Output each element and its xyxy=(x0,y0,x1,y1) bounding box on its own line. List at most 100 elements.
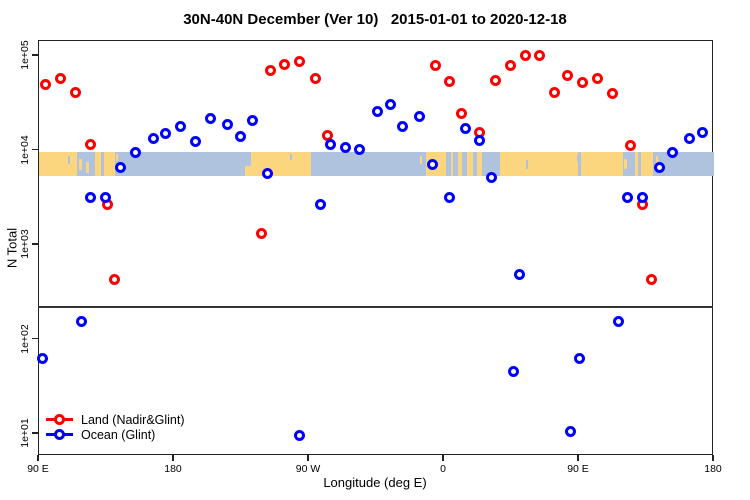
data-point-ocean xyxy=(473,134,485,146)
map-land-segment xyxy=(634,151,639,176)
data-point-land xyxy=(533,49,545,61)
map-island xyxy=(420,156,423,164)
data-point-ocean xyxy=(353,143,365,155)
data-point-land xyxy=(591,73,603,85)
x-tick-label: 90 E xyxy=(567,463,589,475)
data-point-ocean xyxy=(205,112,217,124)
y-tick-label: 1e+02 xyxy=(19,323,31,354)
map-island xyxy=(655,156,658,167)
data-point-ocean xyxy=(443,192,455,204)
data-point-land xyxy=(429,59,441,71)
map-lake xyxy=(525,160,528,169)
map-island xyxy=(624,158,627,169)
data-point-ocean xyxy=(130,147,142,159)
legend: Land (Nadir&Glint) Ocean (Glint) xyxy=(46,412,185,442)
map-land-segment xyxy=(477,151,483,176)
map-island xyxy=(78,158,82,170)
data-point-ocean xyxy=(159,128,171,140)
x-axis-title: Longitude (deg E) xyxy=(323,475,427,490)
data-point-land xyxy=(40,78,52,90)
data-point-ocean xyxy=(653,162,665,174)
data-point-land xyxy=(293,55,305,67)
data-point-ocean xyxy=(427,158,439,170)
data-point-land xyxy=(70,87,82,99)
legend-label: Land (Nadir&Glint) xyxy=(81,412,185,427)
data-point-ocean xyxy=(514,268,526,280)
data-point-ocean xyxy=(339,141,351,153)
data-point-land xyxy=(577,77,589,89)
data-point-ocean xyxy=(613,316,625,328)
data-point-land xyxy=(278,58,290,70)
x-tick-label: 180 xyxy=(164,463,182,475)
map-lake xyxy=(67,156,70,164)
data-point-ocean xyxy=(221,119,233,131)
x-tick-label: 180 xyxy=(704,463,722,475)
data-point-ocean xyxy=(189,135,201,147)
legend-item-land: Land (Nadir&Glint) xyxy=(46,412,185,427)
y-tick-label: 1e+01 xyxy=(19,418,31,448)
x-tick xyxy=(577,455,579,461)
map-land-segment xyxy=(39,151,78,176)
data-point-ocean xyxy=(683,133,695,145)
map-island xyxy=(244,166,251,176)
x-tick xyxy=(172,455,174,461)
data-point-ocean xyxy=(507,365,519,377)
data-point-ocean xyxy=(262,167,274,179)
data-point-ocean xyxy=(114,162,126,174)
plot-area xyxy=(38,40,714,455)
map-land-segment xyxy=(467,151,473,176)
data-point-land xyxy=(504,59,516,71)
map-land-segment xyxy=(94,151,102,176)
y-tick xyxy=(32,432,38,434)
map-island xyxy=(85,162,89,174)
map-land-segment xyxy=(457,151,462,176)
data-point-ocean xyxy=(314,198,326,210)
data-point-ocean xyxy=(397,120,409,132)
map-land-segment xyxy=(641,151,654,176)
data-point-land xyxy=(519,49,531,61)
data-point-ocean xyxy=(413,110,425,122)
threshold-line xyxy=(38,306,713,308)
data-point-land xyxy=(455,108,467,120)
data-point-land xyxy=(85,138,97,150)
data-point-ocean xyxy=(147,133,159,145)
data-point-ocean xyxy=(697,127,709,139)
data-point-ocean xyxy=(37,352,49,364)
y-tick-label: 1e+05 xyxy=(19,40,31,70)
x-tick xyxy=(307,455,309,461)
latitude-map-band xyxy=(39,151,714,176)
data-point-ocean xyxy=(371,106,383,118)
data-point-ocean xyxy=(637,191,649,203)
y-tick-label: 1e+04 xyxy=(19,134,31,165)
data-point-land xyxy=(109,274,121,286)
legend-item-ocean: Ocean (Glint) xyxy=(46,427,185,442)
map-land-segment xyxy=(104,151,115,176)
x-tick xyxy=(712,455,714,461)
x-tick-label: 0 xyxy=(440,463,446,475)
data-point-land xyxy=(443,75,455,87)
legend-symbol xyxy=(46,414,73,425)
legend-marker-icon xyxy=(54,429,65,440)
legend-label: Ocean (Glint) xyxy=(81,427,156,442)
x-tick-label: 90 W xyxy=(295,463,321,475)
map-lake xyxy=(576,155,580,163)
data-point-ocean xyxy=(565,426,577,438)
data-point-ocean xyxy=(667,147,679,159)
data-point-ocean xyxy=(84,192,96,204)
y-tick-label: 1e+03 xyxy=(19,229,31,259)
data-point-ocean xyxy=(384,99,396,111)
y-tick xyxy=(32,54,38,56)
data-point-ocean xyxy=(621,192,633,204)
legend-marker-icon xyxy=(54,414,65,425)
data-point-land xyxy=(55,72,67,84)
data-point-ocean xyxy=(234,131,246,143)
data-point-ocean xyxy=(574,352,586,364)
legend-symbol xyxy=(46,429,73,440)
data-point-ocean xyxy=(485,171,497,183)
data-point-ocean xyxy=(325,138,337,150)
data-point-land xyxy=(646,274,658,286)
x-tick xyxy=(37,455,39,461)
y-tick xyxy=(32,243,38,245)
y-tick xyxy=(32,337,38,340)
